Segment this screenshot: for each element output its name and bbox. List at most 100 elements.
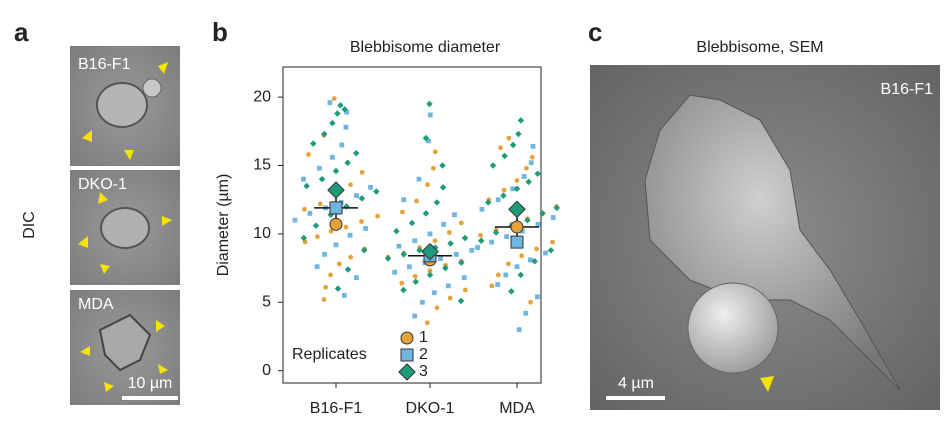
data-point: [321, 297, 327, 302]
data-point: [408, 219, 416, 227]
data-point: [495, 282, 501, 287]
data-point: [412, 238, 418, 244]
data-point: [315, 234, 320, 240]
data-point: [343, 203, 350, 210]
data-point: [515, 130, 522, 138]
image-label: B16-F1: [78, 56, 131, 73]
y-tick-label: 20: [253, 88, 271, 105]
data-point: [453, 252, 459, 257]
data-point: [535, 221, 541, 227]
data-point: [334, 285, 342, 292]
y-tick-label: 15: [253, 157, 271, 174]
data-point: [406, 264, 412, 270]
data-point: [461, 275, 467, 281]
data-point: [425, 182, 430, 188]
data-point: [458, 220, 464, 226]
cell: [96, 82, 148, 128]
data-point: [509, 141, 517, 149]
legend-label: 1: [419, 329, 428, 346]
plot: 0 5 10 15 20 B16-F1 DKO-1 MDA 123: [253, 88, 561, 417]
data-point: [393, 227, 400, 235]
legend-marker: [400, 348, 414, 362]
data-point: [547, 247, 555, 254]
data-point: [300, 234, 308, 242]
data-point: [506, 135, 512, 141]
data-point: [523, 310, 529, 316]
data-point: [478, 232, 484, 238]
data-point: [344, 159, 351, 166]
blebbisome: [687, 282, 779, 374]
data-point: [327, 211, 335, 218]
data-point: [452, 212, 457, 218]
panel-letter: b: [212, 17, 228, 47]
data-point: [321, 130, 328, 138]
replicate-mean: [327, 181, 345, 199]
data-point: [534, 246, 539, 252]
data-point: [446, 230, 452, 235]
replicate-mean: [329, 201, 343, 215]
data-point: [426, 138, 431, 144]
panel-title: Blebbisome, SEM: [696, 39, 823, 56]
data-point: [550, 215, 556, 220]
data-point: [368, 184, 373, 190]
data-point: [498, 145, 503, 151]
panel-letter: c: [588, 17, 602, 47]
data-point: [332, 167, 340, 175]
data-point: [354, 193, 359, 198]
data-point: [447, 295, 453, 301]
data-point: [441, 221, 446, 227]
cell: [644, 94, 901, 391]
data-point: [334, 110, 341, 117]
data-point: [458, 259, 465, 266]
data-point: [489, 162, 497, 169]
data-point: [317, 201, 323, 207]
data-point: [412, 273, 418, 279]
data-point: [310, 140, 317, 147]
data-point: [543, 250, 548, 256]
data-point: [508, 288, 515, 295]
data-point: [426, 100, 433, 108]
data-point: [401, 197, 407, 203]
data-point: [347, 232, 353, 238]
data-point: [531, 258, 538, 265]
data-point: [534, 170, 541, 177]
data-point: [422, 134, 430, 142]
data-point: [478, 237, 485, 244]
data-point: [375, 213, 380, 219]
data-point: [439, 184, 447, 191]
data-point: [519, 253, 525, 259]
y-tick-label: 0: [262, 362, 271, 379]
image-label: DKO-1: [78, 176, 127, 193]
y-axis-label: Diameter (µm): [215, 174, 232, 277]
data-point: [328, 228, 334, 234]
data-point: [419, 299, 425, 305]
data-point: [513, 185, 521, 192]
data-point: [416, 247, 423, 254]
data-point: [333, 242, 339, 248]
data-point: [358, 195, 366, 202]
data-point: [516, 327, 522, 333]
x-tick-label: MDA: [499, 400, 535, 417]
replicate-mean: [510, 220, 524, 234]
data-point: [399, 209, 405, 215]
data-point: [422, 210, 430, 217]
data-point: [504, 234, 510, 240]
data-point: [392, 269, 398, 275]
data-point: [442, 264, 449, 272]
data-point: [447, 240, 454, 247]
data-point: [528, 160, 534, 166]
data-point: [344, 266, 352, 273]
data-point: [301, 176, 306, 182]
legend-marker: [398, 363, 416, 381]
data-point: [530, 143, 536, 149]
data-point: [489, 283, 495, 289]
data-point: [517, 117, 525, 124]
data-point: [343, 224, 349, 230]
data-point: [360, 247, 368, 254]
data-point: [337, 102, 344, 109]
data-point: [342, 293, 347, 298]
data-point: [427, 268, 433, 274]
data-point: [424, 320, 430, 326]
scale-label: 4 µm: [618, 375, 654, 392]
